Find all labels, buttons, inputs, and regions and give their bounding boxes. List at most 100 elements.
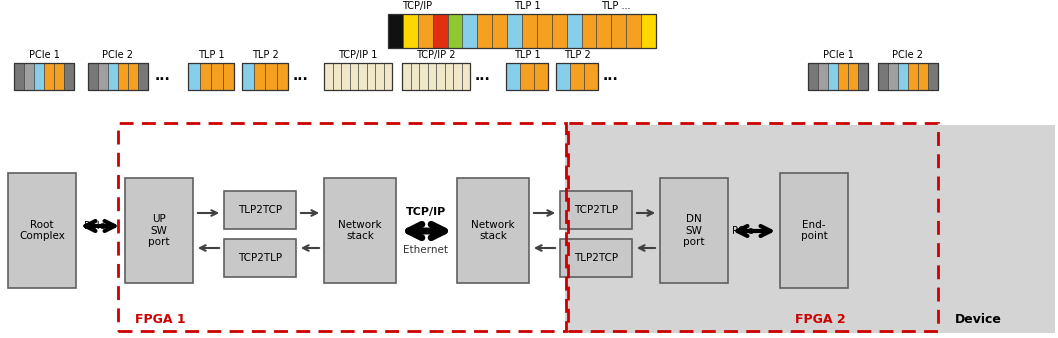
Bar	[568, 123, 938, 331]
Text: ...: ...	[474, 70, 490, 83]
Bar	[552, 14, 567, 48]
Bar	[462, 14, 477, 48]
Bar	[402, 63, 470, 90]
Bar	[612, 14, 626, 48]
Text: TLP 1: TLP 1	[514, 50, 541, 60]
Bar	[34, 63, 44, 90]
Bar	[125, 178, 193, 283]
Bar	[858, 63, 868, 90]
Bar	[477, 14, 492, 48]
Text: Device: Device	[955, 313, 1002, 326]
Text: PCIe 1: PCIe 1	[29, 50, 59, 60]
Bar	[506, 63, 519, 90]
Bar	[660, 178, 728, 283]
Text: PCIe 2: PCIe 2	[893, 50, 924, 60]
Bar	[448, 14, 462, 48]
Text: TCP/IP: TCP/IP	[406, 207, 446, 217]
Text: ...: ...	[154, 70, 170, 83]
Bar	[388, 14, 403, 48]
Text: End-
point: End- point	[801, 220, 827, 241]
Bar	[433, 14, 448, 48]
Bar	[584, 63, 598, 90]
Bar	[211, 63, 222, 90]
Bar	[411, 63, 419, 90]
Text: PCIe: PCIe	[85, 221, 106, 231]
Bar	[419, 63, 427, 90]
Bar	[928, 63, 938, 90]
Bar	[341, 63, 349, 90]
Bar	[849, 63, 858, 90]
Bar	[383, 63, 393, 90]
Bar	[780, 173, 849, 288]
Text: TCP2TLP: TCP2TLP	[573, 205, 618, 215]
Bar	[838, 63, 849, 90]
Bar	[402, 63, 411, 90]
Bar	[118, 63, 128, 90]
Bar	[98, 63, 108, 90]
Bar	[641, 14, 656, 48]
Bar	[567, 14, 582, 48]
Bar	[582, 14, 597, 48]
Text: TCP2TLP: TCP2TLP	[238, 253, 282, 263]
Bar	[222, 63, 234, 90]
Bar	[63, 63, 74, 90]
Bar	[918, 63, 928, 90]
Text: TLP2TCP: TLP2TCP	[238, 205, 282, 215]
Bar	[138, 63, 148, 90]
Bar	[418, 14, 433, 48]
Bar	[626, 14, 641, 48]
Bar	[519, 63, 534, 90]
Text: TLP2TCP: TLP2TCP	[573, 253, 618, 263]
Bar	[324, 63, 393, 90]
Bar	[118, 123, 566, 331]
Bar	[828, 63, 838, 90]
Bar	[878, 63, 938, 90]
Text: PCIe 2: PCIe 2	[103, 50, 133, 60]
Bar	[358, 63, 366, 90]
Bar	[14, 63, 24, 90]
Bar	[88, 63, 148, 90]
Bar	[457, 178, 529, 283]
Text: TCP/IP 1: TCP/IP 1	[339, 50, 378, 60]
Text: TLP 2: TLP 2	[564, 50, 590, 60]
Bar	[507, 14, 522, 48]
Bar	[427, 63, 436, 90]
Text: TLP 2: TLP 2	[252, 50, 278, 60]
Bar	[522, 14, 536, 48]
Bar	[242, 63, 288, 90]
Bar	[453, 63, 461, 90]
Bar	[560, 191, 632, 229]
Bar	[88, 63, 98, 90]
Bar	[44, 63, 54, 90]
Bar	[14, 63, 74, 90]
Text: Ethernet: Ethernet	[403, 245, 449, 255]
Bar	[808, 63, 818, 90]
Bar	[128, 63, 138, 90]
Text: Network
stack: Network stack	[471, 220, 515, 241]
Bar	[878, 63, 888, 90]
Text: TLP ...: TLP ...	[601, 1, 631, 11]
Text: ...: ...	[292, 70, 308, 83]
Bar	[506, 63, 548, 90]
Bar	[366, 63, 375, 90]
Bar	[461, 63, 470, 90]
Bar	[349, 63, 358, 90]
Bar	[818, 63, 828, 90]
Text: TLP 1: TLP 1	[198, 50, 224, 60]
Text: PCIe: PCIe	[732, 226, 753, 236]
Bar	[557, 63, 598, 90]
Text: PCIe 1: PCIe 1	[822, 50, 854, 60]
Bar	[188, 63, 200, 90]
Bar	[324, 178, 396, 283]
Bar	[254, 63, 264, 90]
Bar	[808, 63, 868, 90]
Bar	[8, 173, 76, 288]
Bar	[534, 63, 548, 90]
Text: FPGA 1: FPGA 1	[135, 313, 185, 326]
Bar	[324, 63, 332, 90]
Bar	[242, 63, 254, 90]
Bar	[444, 63, 453, 90]
Bar	[908, 63, 918, 90]
Text: TCP/IP: TCP/IP	[402, 1, 433, 11]
Bar	[276, 63, 288, 90]
